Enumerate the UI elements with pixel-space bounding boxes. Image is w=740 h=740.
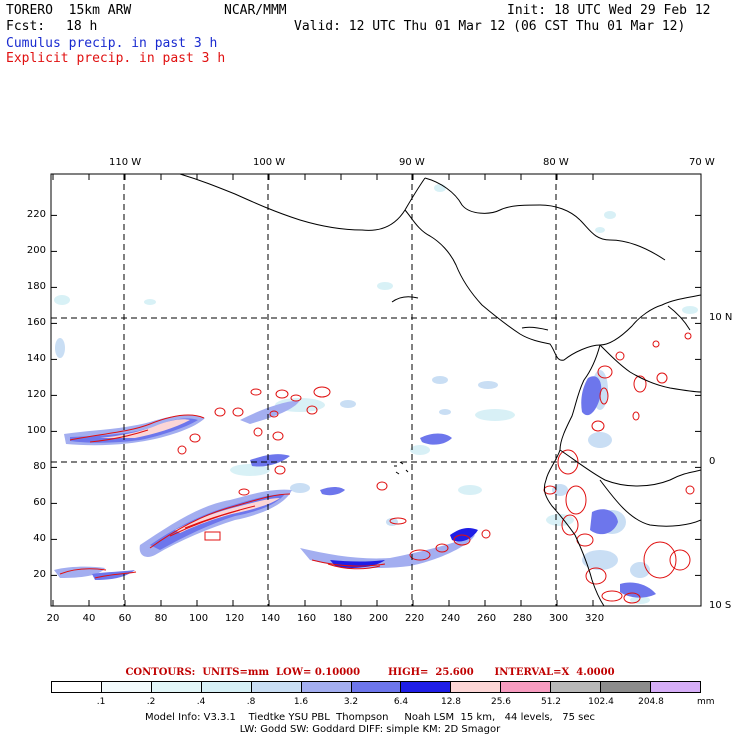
x-tick-label: 200 xyxy=(369,613,389,624)
x-tick-label: 80 xyxy=(154,613,168,624)
colorbar-value: .1 xyxy=(96,697,106,707)
colorbar-value: .4 xyxy=(196,697,206,707)
colorbar-swatch xyxy=(600,682,651,692)
colorbar-labels: .1 .2 .4 .8 1.6 3.2 6.4 12.8 25.6 51.2 102.4 204.8 xyxy=(0,695,740,707)
colorbar-swatch xyxy=(500,682,551,692)
colorbar-swatch xyxy=(350,682,401,692)
x-tick-label: 260 xyxy=(477,613,497,624)
y-tick-label: 220 xyxy=(26,209,46,221)
cumulus-precip-title: Cumulus precip. in past 3 h xyxy=(6,36,218,51)
physics-info: LW: Godd SW: Goddard DIFF: simple KM: 2D… xyxy=(239,724,501,735)
contours-info: CONTOURS: UNITS=mm LOW= 0.10000 HIGH= 25… xyxy=(125,667,615,678)
colorbar-swatch xyxy=(400,682,451,692)
x-tick-label: 320 xyxy=(585,613,605,624)
model-name: TORERO 15km ARW xyxy=(6,3,132,18)
x-tick-label: 220 xyxy=(405,613,425,624)
precip-colorbar xyxy=(51,681,701,693)
model-info: Model Info: V3.3.1 Tiedtke YSU PBL Thomp… xyxy=(144,712,596,723)
lat-lon-grid xyxy=(51,174,701,606)
forecast-label: Fcst: xyxy=(6,19,46,34)
x-tick-label: 100 xyxy=(189,613,209,624)
lat-label: 0 xyxy=(709,456,716,467)
colorbar-swatch xyxy=(450,682,501,692)
x-tick-label: 20 xyxy=(46,613,60,624)
y-tick-label: 180 xyxy=(26,281,46,293)
lat-label: 10 S xyxy=(709,600,732,611)
lon-label: 70 W xyxy=(689,157,715,168)
precip-map xyxy=(50,173,702,607)
colorbar-swatch xyxy=(150,682,201,692)
lat-label: 10 N xyxy=(709,312,733,323)
colorbar-swatch xyxy=(200,682,251,692)
colorbar-value: 6.4 xyxy=(393,697,409,707)
x-tick-label: 120 xyxy=(225,613,245,624)
y-tick-label: 140 xyxy=(26,353,46,365)
y-tick-label: 20 xyxy=(33,569,46,581)
x-tick-label: 160 xyxy=(297,613,317,624)
valid-time: Valid: 12 UTC Thu 01 Mar 12 (06 CST Thu … xyxy=(294,19,686,34)
y-tick-label: 160 xyxy=(26,317,46,329)
y-tick-label: 100 xyxy=(26,425,46,437)
colorbar-value: .8 xyxy=(246,697,256,707)
cumulus-precip-shading xyxy=(54,184,698,604)
map-frame xyxy=(50,173,702,607)
colorbar-swatch xyxy=(100,682,151,692)
colorbar-swatch xyxy=(300,682,351,692)
lon-label: 100 W xyxy=(253,157,286,168)
colorbar-swatch xyxy=(250,682,301,692)
y-tick-label: 120 xyxy=(26,389,46,401)
init-time: Init: 18 UTC Wed 29 Feb 12 xyxy=(507,3,711,18)
colorbar-value: 3.2 xyxy=(343,697,359,707)
colorbar-unit: mm xyxy=(697,697,715,707)
lon-label: 90 W xyxy=(399,157,425,168)
explicit-precip-contours xyxy=(59,332,695,604)
y-tick-label: 80 xyxy=(33,461,46,473)
colorbar-swatch xyxy=(550,682,601,692)
y-tick-label: 40 xyxy=(33,533,46,545)
coastlines xyxy=(179,174,701,606)
x-tick-label: 300 xyxy=(549,613,569,624)
x-tick-label: 280 xyxy=(513,613,533,624)
x-tick-label: 180 xyxy=(333,613,353,624)
colorbar-value: 102.4 xyxy=(588,697,614,707)
colorbar-swatch xyxy=(650,682,700,692)
colorbar-value: 25.6 xyxy=(490,697,512,707)
x-tick-label: 240 xyxy=(441,613,461,624)
x-tick-label: 140 xyxy=(261,613,281,624)
colorbar-value: 51.2 xyxy=(540,697,562,707)
lon-label: 80 W xyxy=(543,157,569,168)
y-tick-label: 60 xyxy=(33,497,46,509)
colorbar-value: 12.8 xyxy=(440,697,462,707)
colorbar-value: .2 xyxy=(146,697,156,707)
forecast-hours: 18 h xyxy=(66,19,98,34)
organization: NCAR/MMM xyxy=(224,3,287,18)
colorbar-swatch xyxy=(52,682,101,692)
colorbar-value: 1.6 xyxy=(293,697,309,707)
explicit-precip-title: Explicit precip. in past 3 h xyxy=(6,51,226,66)
y-tick-label: 200 xyxy=(26,245,46,257)
colorbar-value: 204.8 xyxy=(638,697,664,707)
x-tick-label: 60 xyxy=(118,613,132,624)
lon-label: 110 W xyxy=(109,157,142,168)
x-tick-label: 40 xyxy=(82,613,96,624)
